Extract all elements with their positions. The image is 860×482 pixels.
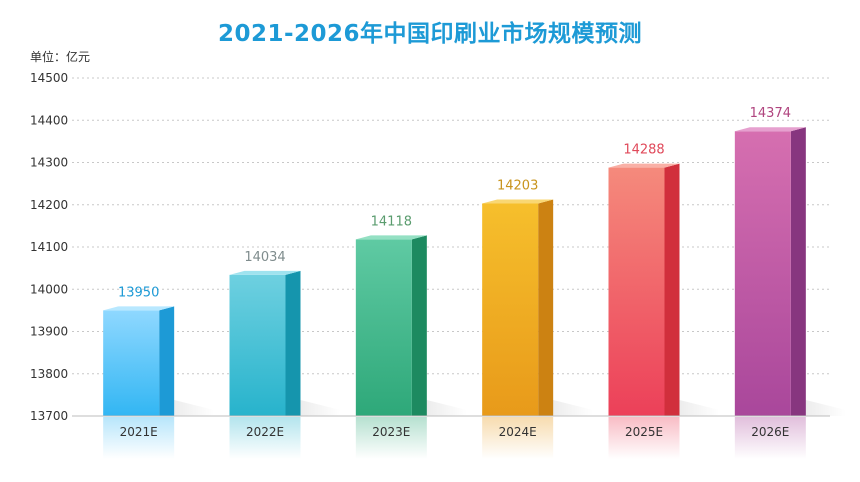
data-label: 14288	[623, 143, 664, 158]
bar-front	[482, 203, 539, 416]
bar-side	[790, 127, 806, 417]
bar-reflection	[103, 417, 175, 459]
data-label: 13950	[118, 285, 159, 300]
bar-top	[103, 306, 175, 311]
bar-reflection	[229, 417, 301, 459]
bar-side	[159, 306, 175, 416]
bar-top	[608, 163, 680, 168]
bar-2025E	[608, 163, 720, 416]
y-tick-label: 14500	[30, 71, 68, 85]
x-tick-label: 2025E	[625, 425, 663, 439]
y-tick-label: 14400	[30, 113, 68, 127]
chart-title: 2021-2026年中国印刷业市场规模预测	[217, 21, 643, 47]
x-tick-label: 2024E	[499, 425, 537, 439]
bar-2026E	[734, 127, 846, 417]
x-tick-label: 2023E	[372, 425, 410, 439]
bar-2021E	[103, 306, 215, 416]
y-tick-label: 13900	[30, 325, 68, 339]
bar-reflection	[355, 417, 427, 459]
bar-front	[734, 131, 791, 417]
bar-top	[734, 127, 806, 132]
bar-top	[229, 270, 301, 275]
bar-front	[229, 274, 286, 416]
bar-front	[608, 167, 665, 416]
bar-reflection	[608, 417, 680, 459]
bar-side	[285, 270, 301, 416]
bar-side	[664, 163, 680, 416]
y-tick-label: 14300	[30, 156, 68, 170]
y-tick-label: 13700	[30, 409, 68, 423]
x-tick-label: 2026E	[751, 425, 789, 439]
bar-2022E	[229, 270, 341, 416]
data-label: 14034	[244, 250, 285, 265]
bar-2024E	[482, 199, 594, 416]
bar-side	[411, 235, 427, 416]
bar-2023E	[355, 235, 467, 416]
x-tick-label: 2021E	[120, 425, 158, 439]
data-label: 14374	[750, 106, 791, 121]
x-tick-label: 2022E	[246, 425, 284, 439]
unit-label: 单位：亿元	[30, 50, 91, 64]
y-tick-label: 14000	[30, 282, 68, 296]
y-tick-label: 14100	[30, 240, 68, 254]
data-label: 14203	[497, 178, 538, 193]
data-label: 14118	[371, 214, 412, 229]
bar-front	[355, 239, 412, 416]
bar-side	[538, 199, 554, 416]
bar-reflection	[734, 417, 806, 459]
bar-front	[103, 310, 160, 416]
y-tick-label: 13800	[30, 367, 68, 381]
bar-top	[482, 199, 554, 204]
bar-top	[355, 235, 427, 240]
bar-reflection	[482, 417, 554, 459]
y-tick-label: 14200	[30, 198, 68, 212]
